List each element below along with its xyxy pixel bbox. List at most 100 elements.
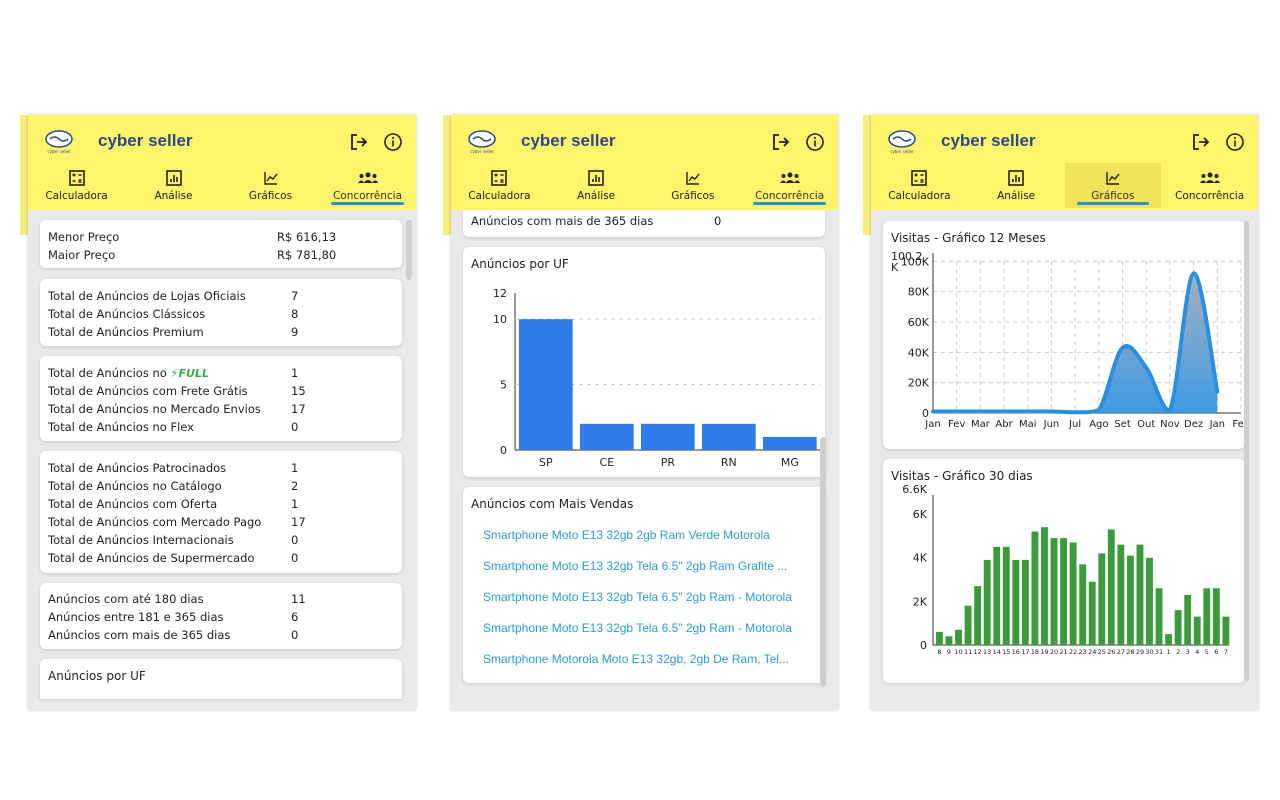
svg-text:cyber seller: cyber seller <box>47 149 71 154</box>
tab-analise[interactable]: Análise <box>125 163 222 208</box>
x-tick-label: Jun <box>1043 419 1060 430</box>
tab-concorrencia[interactable]: Concorrência <box>1161 163 1258 208</box>
tab-calculadora[interactable]: Calculadora <box>871 163 968 208</box>
analysis-icon <box>588 170 604 186</box>
bar-day-10 <box>955 629 962 645</box>
header: cyber seller cyber seller Calculadora An… <box>871 115 1258 210</box>
classic-label: Total de Anúncios Clássicos <box>48 307 206 321</box>
tab-calculadora[interactable]: Calculadora <box>451 163 548 208</box>
y-tick-label: 0 <box>500 444 507 457</box>
x-tick-label: 14 <box>993 648 1001 656</box>
x-tick-label: 31 <box>1155 648 1163 656</box>
bar-day-6 <box>1212 588 1220 645</box>
tab-graficos[interactable]: Gráficos <box>222 163 319 208</box>
y-max-unit: K <box>891 261 899 274</box>
age-180-value: 11 <box>291 592 306 606</box>
offer-value: 1 <box>291 497 299 511</box>
logout-button[interactable] <box>346 129 372 155</box>
competitors-icon <box>1199 172 1220 183</box>
tab-analise[interactable]: Análise <box>968 163 1065 208</box>
y-tick-label: 6K <box>913 508 928 521</box>
y-tick-label: 5 <box>500 379 507 392</box>
bar-day-20 <box>1050 538 1058 645</box>
bar-day-31 <box>1155 588 1163 645</box>
x-tick-label: 10 <box>954 648 962 656</box>
x-tick-label: 5 <box>1205 648 1209 656</box>
logout-icon <box>1193 134 1210 150</box>
tab-analise[interactable]: Análise <box>548 163 645 208</box>
info-button[interactable] <box>380 129 406 155</box>
tab-label: Gráficos <box>1091 190 1135 202</box>
brand-name: cyber seller <box>941 131 1036 150</box>
bar-day-15 <box>1002 546 1010 645</box>
bolt-icon: ⚡ <box>170 366 179 380</box>
scrollbar[interactable] <box>1244 221 1249 681</box>
international-label: Total de Anúncios Internacionais <box>48 533 234 547</box>
x-tick-label: 6 <box>1214 648 1218 656</box>
tab-label: Calculadora <box>888 190 951 202</box>
logout-button[interactable] <box>768 129 794 155</box>
tab-calculadora[interactable]: Calculadora <box>28 163 125 208</box>
x-tick-label: 21 <box>1059 648 1067 656</box>
top-sales-link[interactable]: Smartphone Moto E13 32gb Tela 6.5" 2gb R… <box>483 559 788 573</box>
tab-concorrencia[interactable]: Concorrência <box>741 163 838 208</box>
x-tick-label: Ago <box>1089 419 1108 430</box>
visits-line <box>931 271 1220 415</box>
scrollbar[interactable] <box>820 437 826 687</box>
brand-name: cyber seller <box>98 131 193 150</box>
y-tick-label: 10 <box>493 313 507 326</box>
tab-graficos[interactable]: Gráficos <box>1064 163 1162 208</box>
x-tick-label: 8 <box>937 648 941 656</box>
tab-graficos[interactable]: Gráficos <box>645 163 742 208</box>
x-tick-label: MG <box>781 456 799 469</box>
premium-value: 9 <box>291 325 299 339</box>
y-max-label: 6.6K <box>902 485 927 496</box>
info-button[interactable] <box>802 129 828 155</box>
top-sales-title: Anúncios com Mais Vendas <box>471 497 634 511</box>
visits-30-days-card: Visitas - Gráfico 30 dias 0 2K 4K 6K 6.6K 8 9 1… <box>883 459 1245 683</box>
info-button[interactable] <box>1222 129 1248 155</box>
x-tick-label: 4 <box>1195 648 1199 656</box>
x-tick-label: 3 <box>1186 648 1190 656</box>
bar-day-27 <box>1117 544 1125 645</box>
top-sales-link[interactable]: Smartphone Moto E13 32gb Tela 6.5" 2gb R… <box>483 621 792 635</box>
x-tick-label: Dez <box>1184 419 1203 430</box>
visits-12-title: Visitas - Gráfico 12 Meses <box>891 231 1046 245</box>
x-tick-label: 30 <box>1145 648 1153 656</box>
tab-label: Calculadora <box>468 190 531 202</box>
x-tick-label: Mar <box>971 419 991 430</box>
info-icon <box>384 133 402 151</box>
scrollbar[interactable] <box>406 220 412 280</box>
listing-age-card-partial: Anúncios com mais de 365 dias 0 <box>463 210 825 237</box>
y-tick-label: 0 <box>920 639 927 652</box>
bar-CE <box>580 423 634 450</box>
catalog-value: 2 <box>291 479 299 493</box>
x-tick-label: 17 <box>1021 648 1029 656</box>
background-stripe <box>863 115 871 235</box>
x-tick-label: Nov <box>1160 419 1180 430</box>
max-price-value: R$ 781,80 <box>277 248 337 262</box>
tab-label: Gráficos <box>248 190 293 202</box>
visits-area <box>933 273 1218 413</box>
top-sales-link[interactable]: Smartphone Motorola Moto E13 32gb, 2gb D… <box>483 652 789 666</box>
tab-concorrencia[interactable]: Concorrência <box>319 163 416 208</box>
age-365-value: 0 <box>291 628 299 642</box>
top-sales-link[interactable]: Smartphone Moto E13 32gb Tela 6.5" 2gb R… <box>483 590 792 604</box>
top-sales-link[interactable]: Smartphone Moto E13 32gb 2gb Ram Verde M… <box>483 528 770 542</box>
svg-text:cyber seller: cyber seller <box>890 149 914 154</box>
y-tick-label: 20K <box>908 377 930 390</box>
x-tick-label: 18 <box>1031 648 1039 656</box>
x-tick-label: 22 <box>1069 648 1077 656</box>
logout-button[interactable] <box>1188 129 1214 155</box>
store-types-card: Total de Anúncios de Lojas Oficiais 7 To… <box>40 279 402 346</box>
bar-day-4 <box>1193 616 1201 645</box>
brand-name: cyber seller <box>521 131 616 150</box>
free-shipping-value: 15 <box>291 384 306 398</box>
tab-label: Concorrência <box>755 190 825 202</box>
max-price-label: Maior Preço <box>48 248 116 262</box>
sponsored-value: 1 <box>291 461 299 475</box>
y-tick-label: 80K <box>908 286 930 299</box>
header: cyber seller cyber seller Calculadora An… <box>28 115 416 210</box>
visits-12-months-card: Visitas - Gráfico 12 Meses 0 20K 40K 60K 80K… <box>883 221 1245 449</box>
